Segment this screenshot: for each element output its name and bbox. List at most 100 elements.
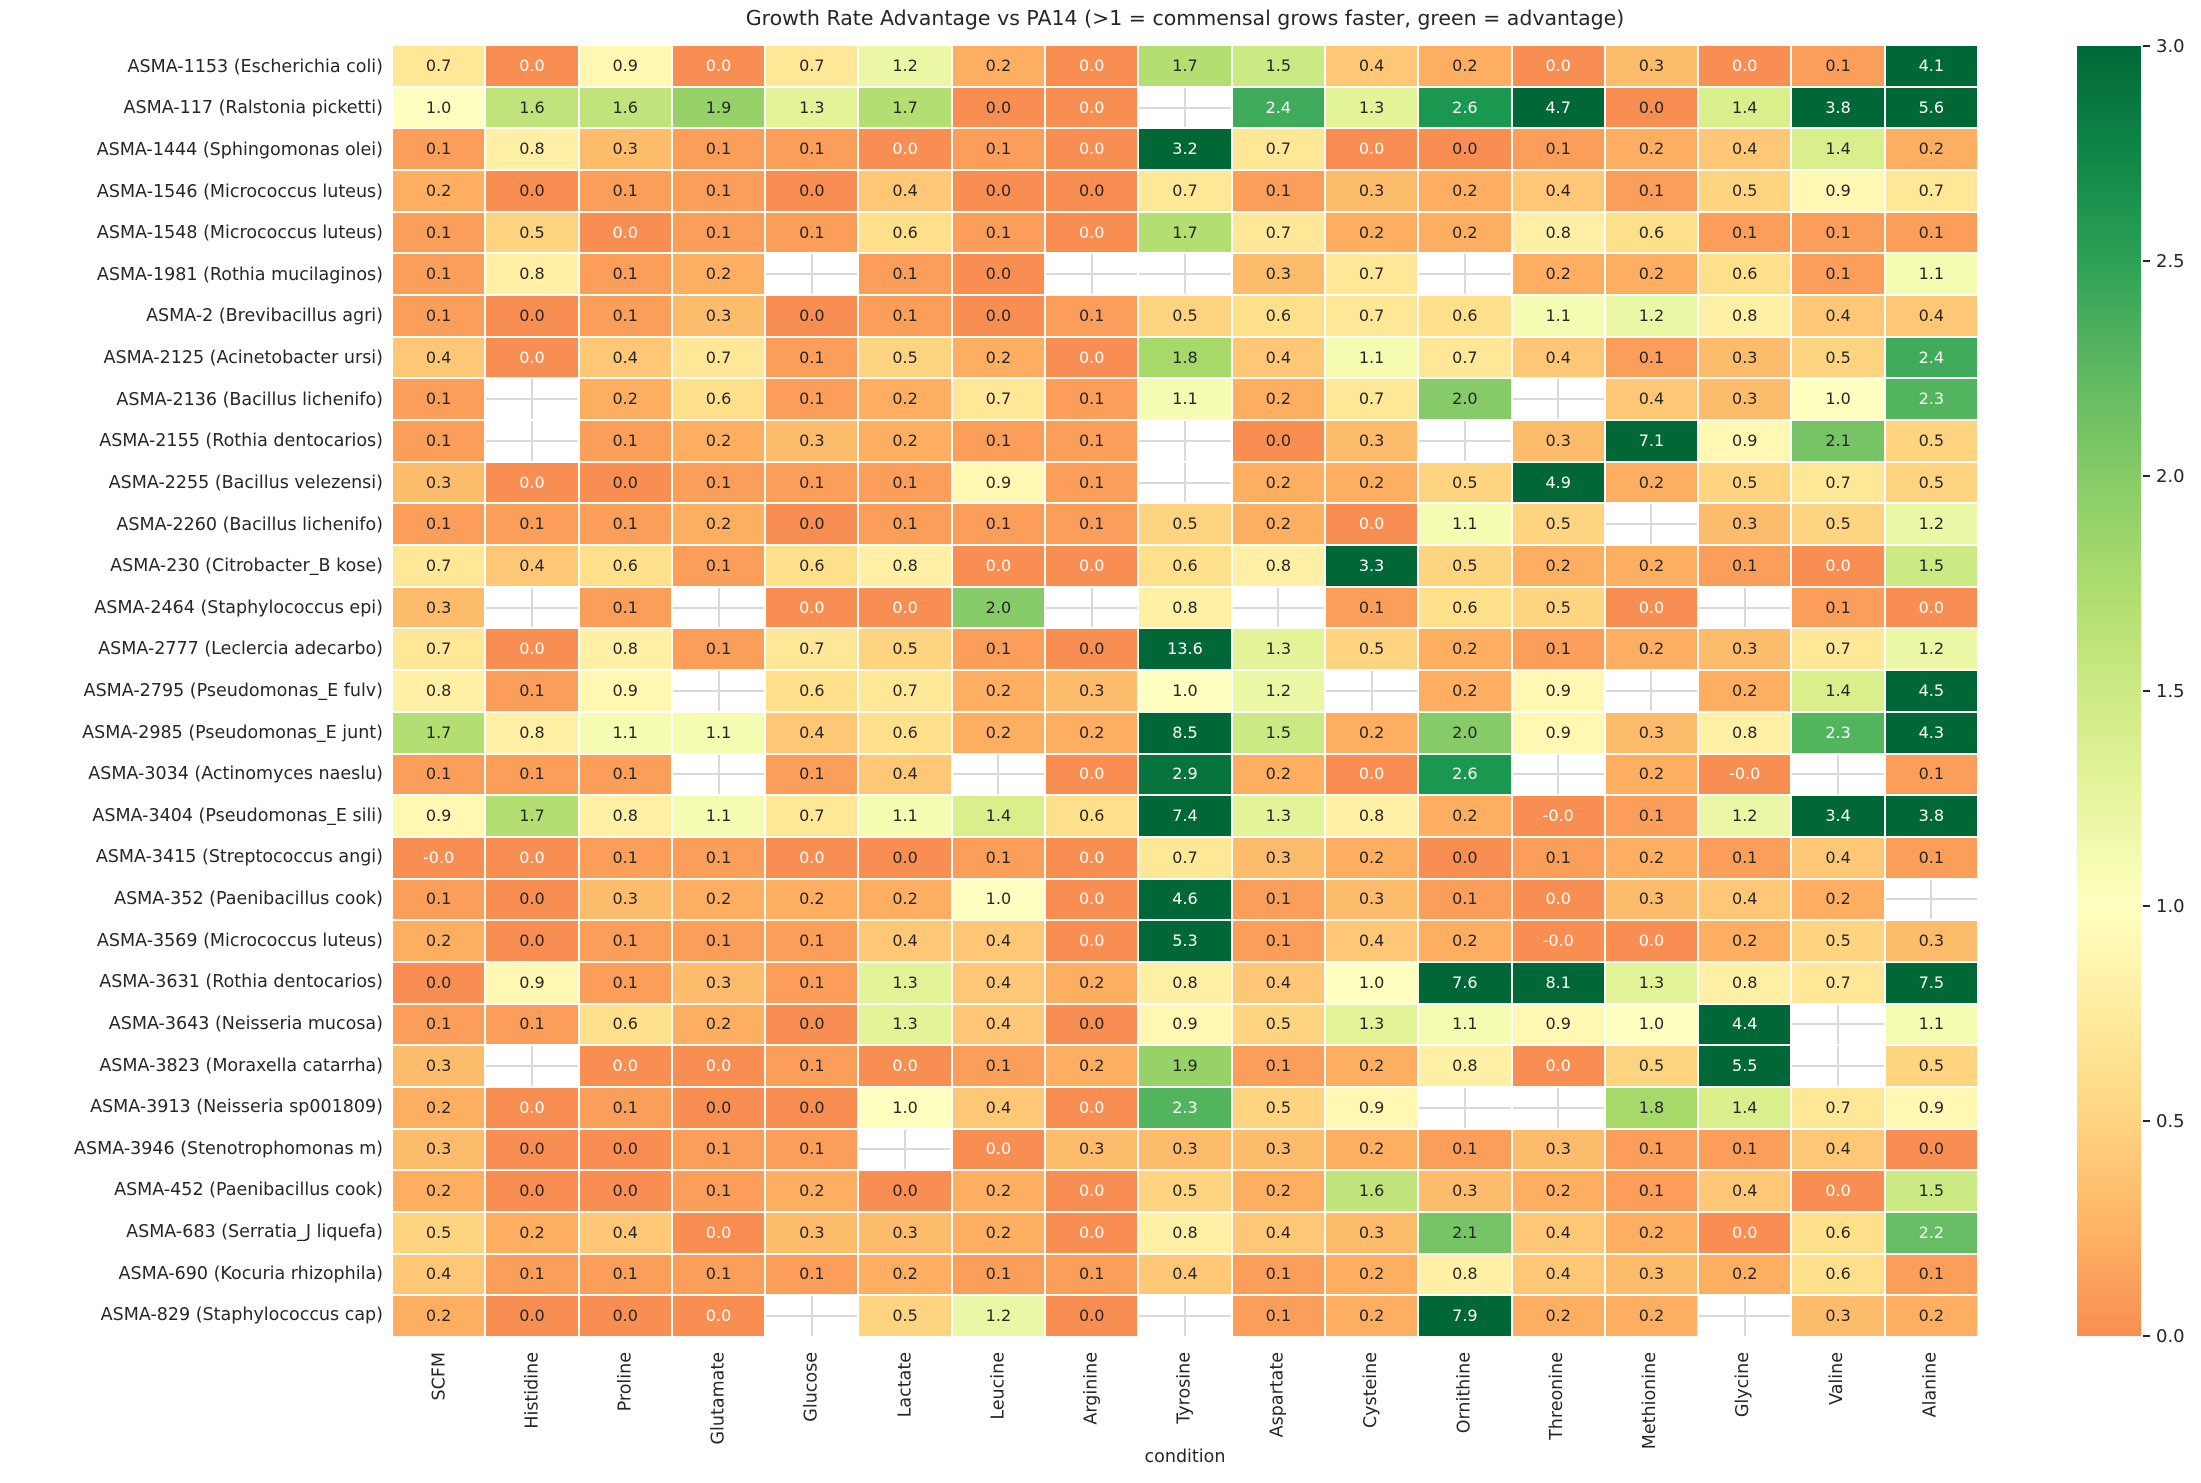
heatmap-cell: 0.2 — [952, 337, 1045, 378]
heatmap-cell: 0.3 — [1419, 1171, 1511, 1211]
heatmap-cell: 0.1 — [393, 254, 485, 295]
heatmap-cell: 0.0 — [1046, 879, 1138, 920]
heatmap-cell: 0.0 — [579, 1129, 671, 1170]
row-label: ASMA-2155 (Rothia dentocarios) — [99, 431, 383, 452]
heatmap-cell: 0.2 — [766, 1171, 858, 1211]
heatmap-cell: 0.0 — [486, 1129, 578, 1170]
heatmap-cell: 0.2 — [1605, 837, 1698, 878]
heatmap-cell: 0.0 — [859, 1171, 951, 1211]
heatmap-cell: 1.0 — [1139, 671, 1231, 711]
row-label: ASMA-2255 (Bacillus velezensi) — [108, 472, 383, 493]
heatmap-cell — [1605, 504, 1698, 545]
heatmap-cell: 13.6 — [1139, 629, 1231, 670]
heatmap-cell: 0.0 — [486, 921, 578, 961]
heatmap-cell: 1.1 — [1885, 1004, 1977, 1045]
heatmap-cell: 0.0 — [859, 587, 951, 628]
heatmap-cell: 1.4 — [1699, 87, 1791, 128]
heatmap-cell: 0.1 — [393, 504, 485, 545]
heatmap-cell — [1605, 671, 1698, 711]
heatmap-cell: 0.4 — [1512, 1212, 1604, 1253]
heatmap-cell: 1.3 — [859, 1004, 951, 1045]
col-label: Proline — [615, 1352, 636, 1412]
heatmap-cell: 0.3 — [1232, 837, 1324, 878]
row-label: ASMA-3569 (Micrococcus luteus) — [96, 930, 383, 951]
heatmap-cell: 0.7 — [393, 46, 485, 86]
heatmap-cell: 1.4 — [1792, 129, 1884, 170]
heatmap-cell: 0.2 — [1699, 921, 1791, 961]
row-label: ASMA-3415 (Streptococcus angi) — [95, 847, 383, 868]
heatmap-cell: 0.1 — [766, 462, 858, 503]
heatmap-cell: 0.1 — [1792, 254, 1884, 295]
heatmap-cell: 0.1 — [393, 1004, 485, 1045]
heatmap-cell: 0.0 — [859, 129, 951, 170]
heatmap-cell: 4.5 — [1885, 671, 1977, 711]
heatmap-cell: 0.0 — [579, 1171, 671, 1211]
heatmap-cell: 0.4 — [1792, 296, 1884, 336]
row-label: ASMA-230 (Citrobacter_B kose) — [110, 556, 383, 577]
heatmap-cell: 0.0 — [1325, 754, 1418, 795]
heatmap-cell: 0.1 — [393, 212, 485, 253]
heatmap-cell — [766, 1296, 858, 1336]
heatmap-cell: 0.8 — [486, 712, 578, 753]
colorbar-tick — [2143, 1335, 2150, 1337]
heatmap-cell: 0.2 — [1232, 1171, 1324, 1211]
heatmap-cell: 0.1 — [672, 212, 765, 253]
heatmap-cell: 0.1 — [1419, 1129, 1511, 1170]
heatmap-cell: -0.0 — [1512, 921, 1604, 961]
heatmap-cell: 0.1 — [766, 921, 858, 961]
heatmap-cell: 1.3 — [1605, 962, 1698, 1003]
heatmap-cell: 0.1 — [1605, 1129, 1698, 1170]
heatmap-cell: 0.3 — [1512, 1129, 1604, 1170]
heatmap-cell: 1.3 — [1232, 629, 1324, 670]
heatmap-cell: 0.2 — [1325, 837, 1418, 878]
heatmap-cell: 0.5 — [1139, 296, 1231, 336]
heatmap-cell: 0.4 — [1885, 296, 1977, 336]
heatmap-cell: 0.7 — [393, 629, 485, 670]
heatmap-cell: 0.8 — [1419, 1254, 1511, 1295]
row-label: ASMA-2777 (Leclercia adecarbo) — [98, 639, 383, 660]
heatmap-cell: 4.4 — [1699, 1004, 1791, 1045]
heatmap-cell: 0.0 — [486, 1171, 578, 1211]
heatmap-cell — [1792, 1004, 1884, 1045]
heatmap-cell: 0.0 — [1605, 921, 1698, 961]
heatmap-cell: 0.5 — [393, 1212, 485, 1253]
heatmap-cell: 0.1 — [952, 1254, 1045, 1295]
heatmap-cell: 0.4 — [1232, 1212, 1324, 1253]
row-label: ASMA-2464 (Staphylococcus epi) — [94, 597, 383, 618]
heatmap-cell: 0.1 — [486, 1004, 578, 1045]
heatmap-cell: 2.6 — [1419, 754, 1511, 795]
heatmap-cell: 0.8 — [1419, 1046, 1511, 1086]
heatmap-cell: 1.9 — [672, 87, 765, 128]
heatmap-cell: 0.0 — [766, 504, 858, 545]
heatmap-cell: 0.4 — [486, 546, 578, 586]
heatmap-cell: 0.9 — [1512, 1004, 1604, 1045]
heatmap-cell: 0.8 — [1699, 296, 1791, 336]
heatmap-cell: 0.5 — [1605, 1046, 1698, 1086]
heatmap-cell: 2.0 — [1419, 712, 1511, 753]
heatmap-cell: 0.2 — [1699, 1254, 1791, 1295]
heatmap-cell: 0.1 — [1792, 212, 1884, 253]
heatmap-cell: 1.2 — [1605, 296, 1698, 336]
heatmap-cell: 0.2 — [1419, 921, 1511, 961]
heatmap-cell — [1792, 754, 1884, 795]
heatmap-cell: 0.5 — [1699, 171, 1791, 211]
heatmap-cell: 0.1 — [1232, 1254, 1324, 1295]
heatmap-cell — [1419, 421, 1511, 461]
heatmap-cell: 1.0 — [952, 879, 1045, 920]
heatmap-cell: 0.7 — [766, 796, 858, 836]
heatmap-cell: 0.1 — [672, 462, 765, 503]
heatmap-cell — [1885, 879, 1977, 920]
heatmap-cell: 0.1 — [1512, 629, 1604, 670]
heatmap-cell: 7.9 — [1419, 1296, 1511, 1336]
heatmap-cell: 0.0 — [1046, 337, 1138, 378]
heatmap-cell: 0.9 — [1885, 1087, 1977, 1128]
heatmap-cell: 0.2 — [1419, 796, 1511, 836]
colorbar-tick — [2143, 260, 2150, 262]
heatmap-cell: 0.0 — [1046, 212, 1138, 253]
heatmap-cell: 0.5 — [1139, 1171, 1231, 1211]
heatmap-cell: 0.4 — [1325, 921, 1418, 961]
heatmap-cell: 0.0 — [393, 962, 485, 1003]
col-label: Glycine — [1733, 1352, 1754, 1418]
heatmap-cell — [1325, 671, 1418, 711]
heatmap-cell: 0.1 — [1699, 1129, 1791, 1170]
